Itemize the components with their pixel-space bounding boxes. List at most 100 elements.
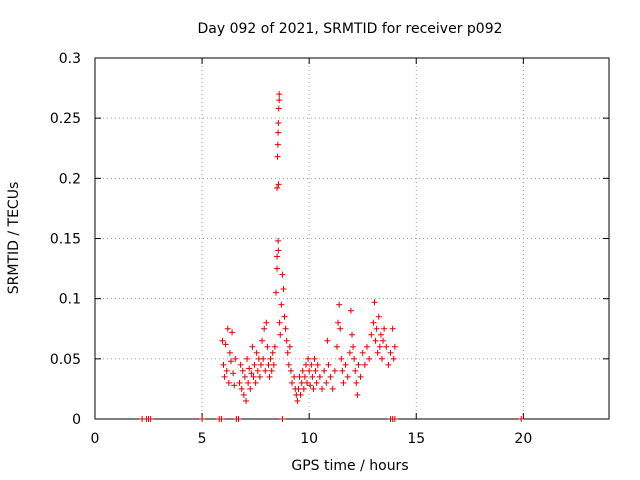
data-point bbox=[299, 367, 306, 374]
data-point bbox=[309, 373, 316, 380]
data-point bbox=[246, 365, 253, 372]
data-point bbox=[340, 379, 347, 386]
data-point bbox=[391, 416, 398, 422]
data-point bbox=[249, 343, 256, 350]
data-point bbox=[275, 129, 282, 136]
data-point bbox=[363, 343, 370, 350]
data-point bbox=[375, 313, 382, 320]
data-point bbox=[224, 325, 231, 332]
data-point bbox=[259, 337, 266, 344]
data-point bbox=[253, 349, 260, 356]
data-point bbox=[276, 91, 283, 98]
data-point bbox=[283, 337, 290, 344]
data-point bbox=[387, 349, 394, 356]
data-point bbox=[250, 373, 257, 380]
data-point bbox=[390, 355, 397, 362]
data-point bbox=[355, 361, 362, 368]
x-tick-label: 0 bbox=[91, 431, 100, 447]
data-point bbox=[324, 337, 331, 344]
x-tick-label: 15 bbox=[407, 431, 425, 447]
data-point bbox=[281, 313, 288, 320]
data-point bbox=[235, 416, 242, 422]
data-point bbox=[297, 391, 304, 398]
data-point bbox=[346, 349, 353, 356]
data-point bbox=[296, 373, 303, 380]
data-point bbox=[257, 361, 264, 368]
data-point bbox=[314, 361, 321, 368]
data-point bbox=[230, 370, 237, 377]
data-point bbox=[276, 97, 283, 104]
data-point bbox=[238, 385, 245, 392]
data-point bbox=[232, 355, 239, 362]
data-point bbox=[226, 349, 233, 356]
data-point bbox=[319, 385, 326, 392]
data-point bbox=[274, 141, 281, 148]
data-point bbox=[223, 367, 230, 374]
data-point bbox=[335, 319, 342, 326]
data-point bbox=[280, 286, 287, 293]
grid bbox=[95, 58, 609, 419]
data-point bbox=[329, 385, 336, 392]
data-point bbox=[344, 373, 351, 380]
data-point bbox=[275, 237, 282, 244]
data-point bbox=[261, 325, 268, 332]
data-point bbox=[267, 355, 274, 362]
data-point bbox=[248, 370, 255, 377]
data-point bbox=[310, 385, 317, 392]
data-point bbox=[275, 119, 282, 126]
data-point bbox=[518, 416, 525, 422]
data-point bbox=[275, 181, 282, 188]
data-point bbox=[325, 361, 332, 368]
data-point bbox=[306, 367, 313, 374]
data-point bbox=[287, 367, 294, 374]
data-point bbox=[331, 367, 338, 374]
data-point bbox=[225, 379, 232, 386]
data-point bbox=[254, 367, 261, 374]
y-tick-label: 0.1 bbox=[59, 292, 81, 308]
data-point bbox=[351, 355, 358, 362]
data-point bbox=[352, 367, 359, 374]
data-point bbox=[269, 349, 276, 356]
data-point bbox=[294, 397, 301, 404]
x-tick-label: 5 bbox=[198, 431, 207, 447]
data-point bbox=[300, 385, 307, 392]
data-point bbox=[301, 373, 308, 380]
axis-ticks: 0 5 10 15 20 0 0.05 0.1 0.15 0.2 0.25 0.3 bbox=[50, 51, 609, 447]
data-point bbox=[219, 337, 226, 344]
data-point bbox=[199, 416, 206, 422]
data-point bbox=[372, 337, 379, 344]
data-point bbox=[385, 361, 392, 368]
data-point bbox=[264, 343, 271, 350]
data-point bbox=[373, 325, 380, 332]
data-point bbox=[275, 105, 282, 112]
data-point bbox=[252, 379, 259, 386]
data-point bbox=[218, 416, 225, 422]
data-point bbox=[279, 271, 286, 278]
data-point bbox=[302, 361, 309, 368]
data-point bbox=[305, 355, 312, 362]
data-point bbox=[275, 247, 282, 254]
data-point bbox=[371, 299, 378, 306]
data-point bbox=[251, 361, 258, 368]
data-point bbox=[339, 367, 346, 374]
data-point bbox=[221, 373, 228, 380]
data-point bbox=[284, 349, 291, 356]
data-point bbox=[227, 358, 234, 365]
data-point bbox=[274, 184, 281, 191]
data-point bbox=[274, 253, 281, 260]
data-point bbox=[316, 373, 323, 380]
data-point bbox=[376, 343, 383, 350]
data-point bbox=[338, 355, 345, 362]
data-point bbox=[220, 361, 227, 368]
x-tick-label: 10 bbox=[300, 431, 318, 447]
data-point bbox=[247, 385, 254, 392]
data-point bbox=[222, 341, 229, 348]
data-point bbox=[276, 319, 283, 326]
data-point bbox=[312, 367, 319, 374]
data-point bbox=[260, 355, 267, 362]
data-point bbox=[307, 382, 314, 389]
data-point bbox=[327, 373, 334, 380]
x-tick-label: 20 bbox=[514, 431, 532, 447]
data-point bbox=[274, 265, 281, 272]
data-point bbox=[274, 153, 281, 160]
